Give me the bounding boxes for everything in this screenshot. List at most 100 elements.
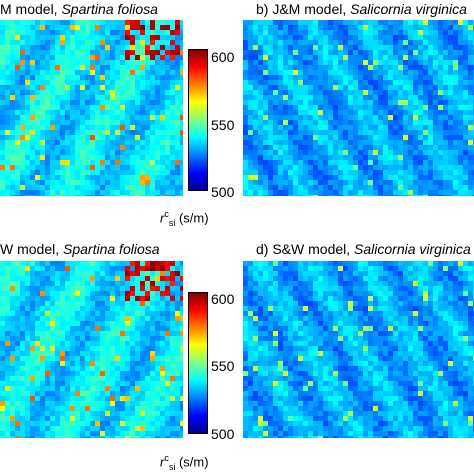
heatmap-cell [468, 291, 473, 296]
heatmap-cell [378, 266, 383, 271]
heatmap-cell [85, 381, 90, 386]
heatmap-cell [418, 185, 423, 190]
heatmap-cell [125, 321, 130, 326]
heatmap-cell [50, 431, 55, 436]
heatmap-cell [20, 436, 25, 438]
heatmap-cell [155, 90, 160, 95]
heatmap-cell [398, 321, 403, 326]
heatmap-cell [130, 70, 135, 75]
heatmap-cell [383, 140, 388, 145]
heatmap-cell [135, 75, 140, 80]
heatmap-cell [383, 175, 388, 180]
heatmap-cell [258, 25, 263, 30]
heatmap-cell [358, 301, 363, 306]
heatmap-cell [140, 170, 145, 175]
heatmap-cell [105, 291, 110, 296]
heatmap-cell [115, 95, 120, 100]
heatmap-cell [70, 45, 75, 50]
heatmap-cell [253, 296, 258, 301]
heatmap-cell [105, 266, 110, 271]
heatmap-cell [165, 120, 170, 125]
heatmap-cell [15, 20, 20, 25]
heatmap-cell [468, 276, 473, 281]
heatmap-cell [60, 401, 65, 406]
heatmap-cell [308, 60, 313, 65]
heatmap-cell [283, 175, 288, 180]
heatmap-cell [155, 75, 160, 80]
heatmap-cell [105, 306, 110, 311]
heatmap-cell [273, 90, 278, 95]
heatmap-cell [443, 70, 448, 75]
heatmap-cell [130, 75, 135, 80]
heatmap-cell [100, 85, 105, 90]
heatmap-cell [323, 160, 328, 165]
heatmap-cell [353, 281, 358, 286]
heatmap-cell [180, 160, 183, 165]
heatmap-cell [288, 75, 293, 80]
heatmap-cell [313, 105, 318, 110]
heatmap-cell [273, 75, 278, 80]
heatmap-cell [175, 40, 180, 45]
heatmap-cell [60, 20, 65, 25]
heatmap-cell [75, 185, 80, 190]
heatmap-cell [388, 60, 393, 65]
heatmap-cell [15, 281, 20, 286]
heatmap-cell [433, 120, 438, 125]
heatmap-cell [40, 55, 45, 60]
heatmap-cell [15, 45, 20, 50]
heatmap-cell [70, 426, 75, 431]
heatmap-cell [20, 261, 25, 266]
heatmap-cell [388, 301, 393, 306]
heatmap-cell [160, 276, 165, 281]
heatmap-cell [110, 130, 115, 135]
heatmap-cell [348, 100, 353, 105]
heatmap-cell [160, 281, 165, 286]
heatmap-cell [393, 140, 398, 145]
heatmap-cell [258, 311, 263, 316]
heatmap-cell [258, 120, 263, 125]
heatmap-cell [433, 150, 438, 155]
heatmap-cell [15, 25, 20, 30]
heatmap-cell [40, 190, 45, 195]
heatmap-cell [80, 261, 85, 266]
heatmap-cell [180, 140, 183, 145]
heatmap-cell [10, 25, 15, 30]
heatmap-cell [423, 110, 428, 115]
heatmap-cell [70, 190, 75, 195]
heatmap-cell [0, 421, 5, 426]
heatmap-cell [283, 311, 288, 316]
heatmap-cell [458, 95, 463, 100]
heatmap-cell [145, 30, 150, 35]
heatmap-cell [165, 341, 170, 346]
heatmap-cell [453, 281, 458, 286]
heatmap-cell [253, 105, 258, 110]
heatmap-cell [333, 85, 338, 90]
heatmap-cell [423, 175, 428, 180]
heatmap-cell [40, 291, 45, 296]
heatmap-cell [363, 271, 368, 276]
heatmap-cell [303, 90, 308, 95]
heatmap-cell [170, 85, 175, 90]
heatmap-cell [100, 316, 105, 321]
heatmap-cell [328, 20, 333, 25]
heatmap-cell [243, 45, 248, 50]
heatmap-cell [278, 45, 283, 50]
heatmap-cell [358, 170, 363, 175]
heatmap-cell [130, 150, 135, 155]
heatmap-cell [363, 195, 368, 196]
heatmap-cell [95, 286, 100, 291]
heatmap-cell [343, 306, 348, 311]
heatmap-cell [110, 361, 115, 366]
heatmap-cell [30, 296, 35, 301]
heatmap-cell [453, 271, 458, 276]
heatmap-cell [448, 291, 453, 296]
heatmap-cell [468, 90, 473, 95]
heatmap-cell [160, 150, 165, 155]
heatmap-cell [120, 406, 125, 411]
heatmap-cell [398, 180, 403, 185]
heatmap-cell [150, 396, 155, 401]
heatmap-cell [110, 326, 115, 331]
heatmap-cell [408, 25, 413, 30]
heatmap-cell [273, 35, 278, 40]
heatmap-cell [95, 421, 100, 426]
